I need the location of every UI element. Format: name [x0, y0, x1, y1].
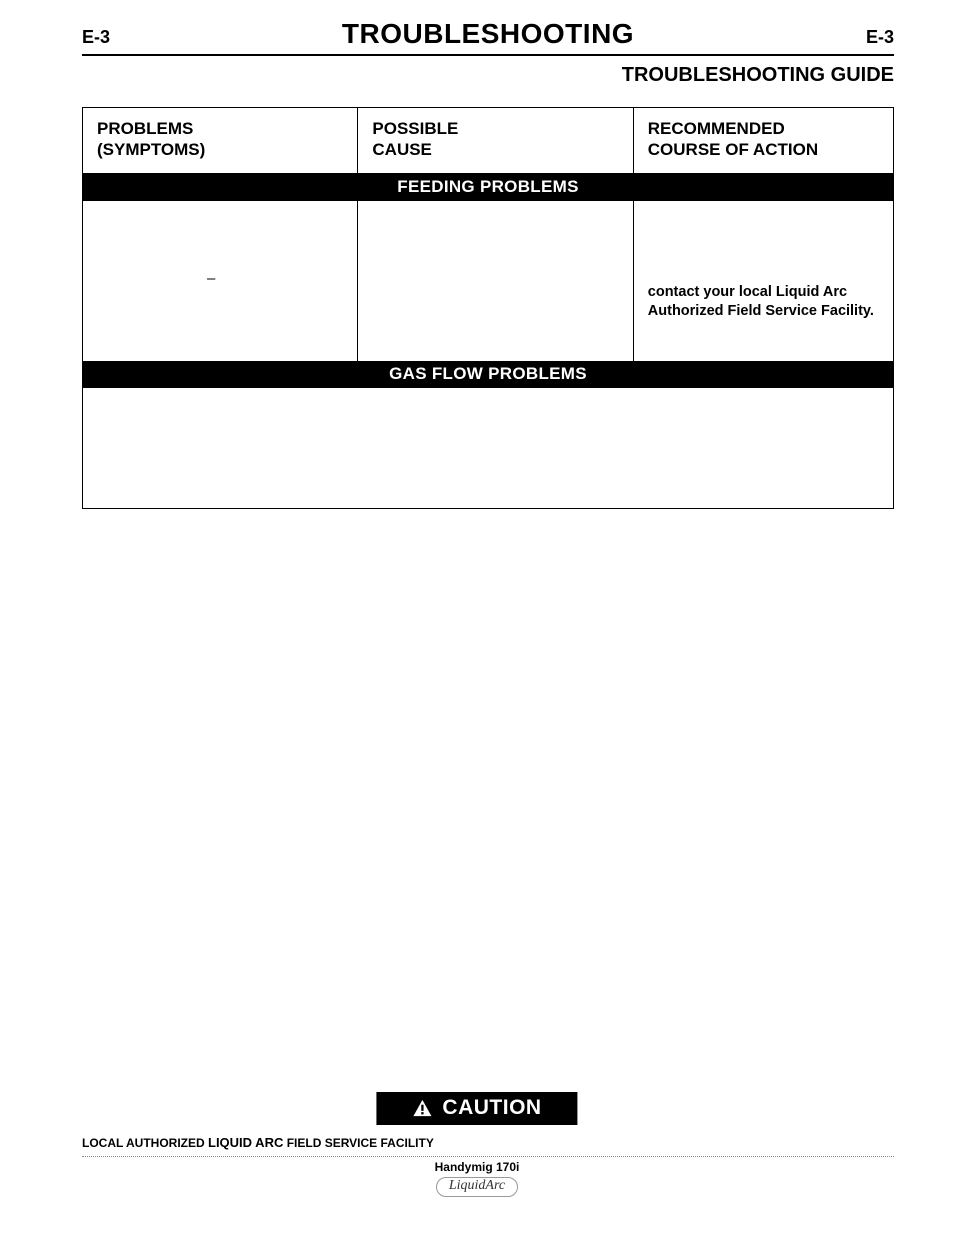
header-text: RECOMMENDED [648, 119, 785, 138]
facility-suffix: FIELD SERVICE FACILITY [283, 1136, 433, 1150]
brand-logo: LiquidArc [436, 1177, 518, 1197]
cell-action: contact your local Liquid Arc Authorized… [634, 201, 893, 361]
cell-text: – [97, 211, 343, 289]
facility-line: LOCAL AUTHORIZED LIQUID ARC FIELD SERVIC… [82, 1135, 894, 1157]
page-number-right: E-3 [814, 27, 894, 48]
cell-empty [83, 388, 893, 508]
cell-problems: – [83, 201, 358, 361]
header-text: POSSIBLE [372, 119, 458, 138]
troubleshooting-table: PROBLEMS (SYMPTOMS) POSSIBLE CAUSE RECOM… [82, 107, 894, 509]
table-header-problems: PROBLEMS (SYMPTOMS) [83, 108, 358, 173]
page-footer: Handymig 170i LiquidArc [0, 1160, 954, 1197]
header-text: PROBLEMS [97, 119, 193, 138]
page-subtitle: TROUBLESHOOTING GUIDE [82, 64, 894, 87]
cell-text: contact your local Liquid Arc Authorized… [648, 211, 879, 322]
header-text: (SYMPTOMS) [97, 140, 205, 159]
table-row [83, 388, 893, 508]
facility-prefix: LOCAL AUTHORIZED [82, 1136, 208, 1150]
caution-label: CAUTION [442, 1096, 541, 1120]
model-name: Handymig 170i [0, 1160, 954, 1174]
facility-brand: LIQUID ARC [208, 1135, 283, 1150]
section-bar-gas: GAS FLOW PROBLEMS [83, 361, 893, 388]
page-header: E-3 TROUBLESHOOTING E-3 [82, 0, 894, 56]
cell-cause [358, 201, 633, 361]
page-title: TROUBLESHOOTING [162, 18, 814, 50]
page-number-left: E-3 [82, 27, 162, 48]
section-bar-feeding: FEEDING PROBLEMS [83, 174, 893, 201]
table-row: – contact your local Liquid Arc Authoriz… [83, 201, 893, 361]
table-header-action: RECOMMENDED COURSE OF ACTION [634, 108, 893, 173]
table-header-cause: POSSIBLE CAUSE [358, 108, 633, 173]
table-header-row: PROBLEMS (SYMPTOMS) POSSIBLE CAUSE RECOM… [83, 108, 893, 174]
header-text: CAUSE [372, 140, 432, 159]
warning-icon [412, 1099, 432, 1117]
header-text: COURSE OF ACTION [648, 140, 818, 159]
caution-banner: CAUTION [376, 1092, 577, 1125]
